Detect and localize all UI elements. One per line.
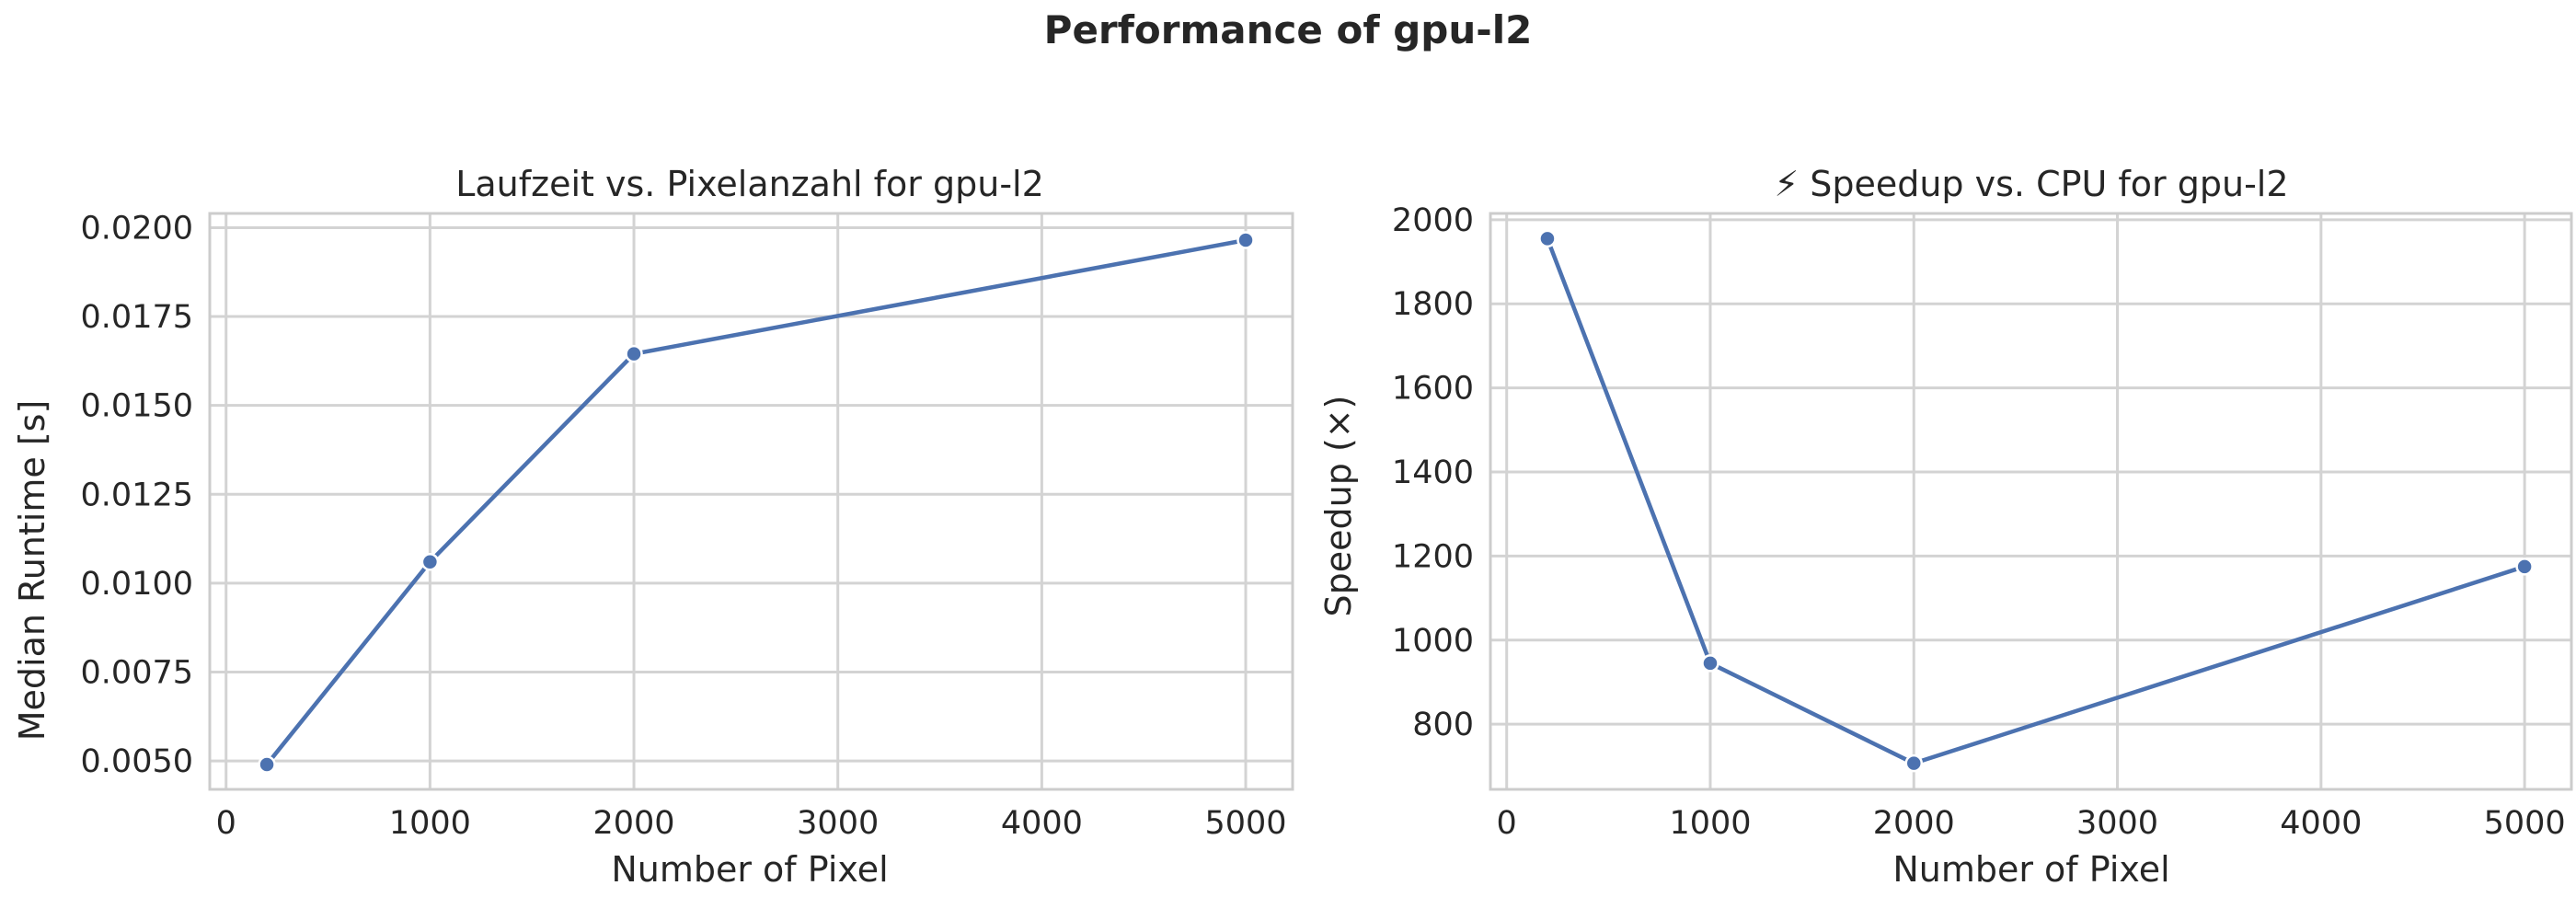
data-point: [2515, 558, 2534, 576]
chart-title: Laufzeit vs. Pixelanzahl for gpu-l2: [455, 164, 1044, 204]
y-tick-label: 2000: [1392, 202, 1474, 239]
x-tick-label: 2000: [1873, 805, 1955, 842]
x-axis-label: Number of Pixel: [1892, 849, 2169, 890]
plot-frame: [1489, 212, 2573, 791]
data-point: [1538, 229, 1557, 248]
y-tick-label: 1200: [1392, 538, 1474, 575]
x-tick-label: 4000: [2280, 805, 2362, 842]
y-tick-label: 0.0150: [81, 388, 193, 425]
x-tick-label: 4000: [1001, 805, 1083, 842]
x-tick-label: 3000: [797, 805, 879, 842]
x-axis-label: Number of Pixel: [611, 849, 888, 890]
y-tick-label: 0.0125: [81, 477, 193, 513]
x-tick-label: 5000: [2484, 805, 2566, 842]
data-point: [625, 344, 643, 363]
y-tick-label: 1600: [1392, 371, 1474, 408]
grid: [210, 213, 1293, 789]
y-tick-label: 1800: [1392, 286, 1474, 323]
data-point: [1236, 231, 1255, 249]
data-point: [258, 755, 276, 774]
y-tick-label: 0.0175: [81, 299, 193, 336]
chart-title: ⚡ Speedup vs. CPU for gpu-l2: [1774, 164, 2288, 204]
x-tick-label: 3000: [2076, 805, 2158, 842]
figure-title: Performance of gpu-l2: [1043, 7, 1533, 52]
y-tick-label: 1000: [1392, 623, 1474, 660]
y-tick-label: 0.0100: [81, 566, 193, 603]
y-tick-label: 0.0050: [81, 743, 193, 780]
x-tick-label: 1000: [1669, 805, 1751, 842]
y-axis-label: Median Runtime [s]: [12, 400, 52, 742]
grid: [1490, 213, 2571, 789]
y-tick-label: 0.0075: [81, 654, 193, 691]
plot-frame: [208, 212, 1294, 791]
x-tick-label: 5000: [1204, 805, 1286, 842]
y-tick-label: 0.0200: [81, 210, 193, 247]
series-line: [265, 237, 1247, 766]
x-tick-label: 1000: [389, 805, 471, 842]
data-point: [1701, 654, 1719, 673]
data-point: [1904, 753, 1924, 773]
y-axis-label: Speedup (×): [1318, 396, 1359, 617]
x-tick-label: 2000: [593, 805, 675, 842]
y-tick-label: 800: [1412, 707, 1474, 743]
data-point: [420, 552, 440, 571]
series-line: [1545, 237, 2525, 765]
x-tick-label: 0: [216, 805, 236, 842]
x-tick-label: 0: [1497, 805, 1517, 842]
y-tick-label: 1400: [1392, 454, 1474, 491]
